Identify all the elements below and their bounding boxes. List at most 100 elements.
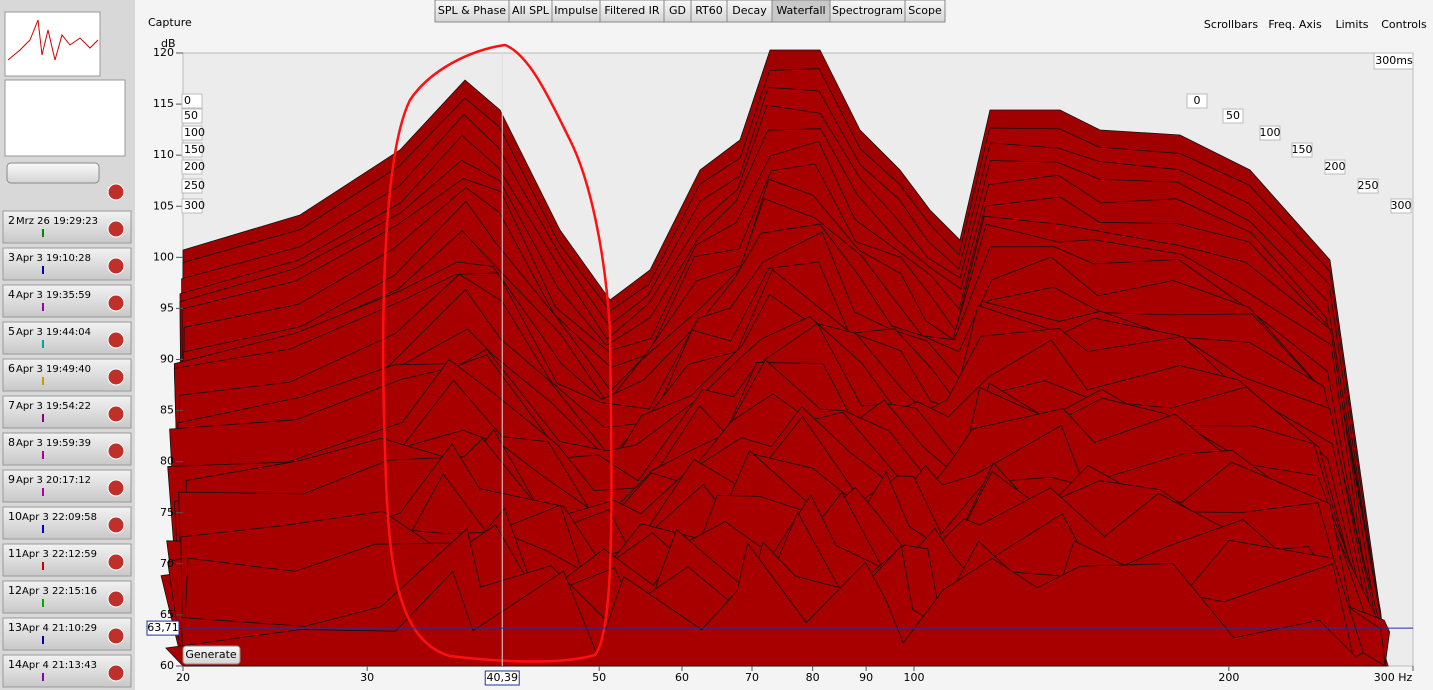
measurement-number: 9 [8,473,15,486]
tab-label[interactable]: Decay [732,4,767,17]
depth-box [181,142,203,158]
toolbar-button[interactable]: Scrollbars [1204,18,1258,31]
remove-button[interactable] [107,220,125,238]
mini-trace [42,562,44,570]
remove-button[interactable] [107,664,125,682]
y-tick-label: 115 [153,97,174,110]
mini-trace [42,377,44,385]
remove-button[interactable] [107,331,125,349]
mini-trace [42,599,44,607]
thumbnail-trace [7,19,99,61]
x-tick-label: 90 [859,671,873,684]
y-tick-label: 90 [160,353,174,366]
tab-label[interactable]: Scope [908,4,942,17]
mini-trace [42,525,44,533]
measurement-number: 2 [8,214,15,227]
toolbar-button[interactable]: Limits [1336,18,1369,31]
tab[interactable] [904,0,946,23]
remove-button[interactable] [107,516,125,534]
tab-label[interactable]: All SPL [512,4,550,17]
tab-label[interactable]: GD [669,4,686,17]
tab-label[interactable]: Impulse [554,4,598,17]
x-tick-label: 70 [745,671,759,684]
y-tick-label: 100 [153,250,174,263]
remove-button[interactable] [107,257,125,275]
depth-box [1357,178,1379,194]
remove-button[interactable] [107,294,125,312]
measurement-item[interactable] [2,469,132,503]
measurement-item[interactable] [2,432,132,466]
mini-trace [42,673,44,681]
tab-label[interactable]: Waterfall [776,4,825,17]
remove-button[interactable] [107,627,125,645]
remove-button[interactable] [107,590,125,608]
change-cal-button[interactable] [6,162,100,184]
mini-trace [42,266,44,274]
measurement-label: Apr 3 22:09:58 [22,512,97,523]
depth-box [181,198,203,214]
toolbar-button[interactable]: Freq. Axis [1268,18,1322,31]
time-box [1373,52,1414,70]
time-label: 300ms [1375,54,1413,67]
generate-button[interactable] [182,645,241,665]
cursor-y-label: 63,71 [147,621,179,634]
remove-button[interactable] [107,442,125,460]
remove-button[interactable] [107,368,125,386]
y-unit: dB [161,37,176,50]
measurement-number: 8 [8,436,15,449]
remove-button[interactable] [107,553,125,571]
tab-label[interactable]: Spectrogram [832,4,903,17]
y-tick-label: 110 [153,148,174,161]
depth-label-right: 100 [1260,126,1281,139]
tab-label[interactable]: Filtered IR [604,4,659,17]
mini-trace [42,488,44,496]
capture-label[interactable]: Capture [148,16,192,29]
measurement-label: Apr 3 20:17:12 [16,475,91,486]
cursor-y-box [146,620,180,636]
x-tick-label: 200 [1218,671,1239,684]
measurement-number: 5 [8,325,15,338]
x-tick-label: 300 Hz [1374,671,1413,684]
remove-button[interactable] [107,183,125,201]
depth-label-left: 200 [184,160,205,173]
measurement-item[interactable] [2,358,132,392]
mini-trace [42,340,44,348]
measurement-label: Apr 4 21:13:43 [22,660,97,671]
measurement-label: Apr 3 19:35:59 [16,290,91,301]
tab-label[interactable]: SPL & Phase [438,4,506,17]
depth-box [1222,108,1244,124]
measurement-number: 4 [8,288,15,301]
depth-box [1324,159,1346,175]
x-tick-label: 100 [904,671,925,684]
thumbnail[interactable] [4,11,101,77]
generate-label[interactable]: Generate [185,648,237,661]
depth-label-right: 200 [1325,160,1346,173]
mini-trace [42,303,44,311]
depth-label-left: 100 [184,126,205,139]
depth-label-left: 50 [184,109,198,122]
waterfall-slice [165,542,1387,667]
mini-trace [42,414,44,422]
remove-button[interactable] [107,479,125,497]
y-tick-label: 70 [160,557,174,570]
waterfall [160,49,1391,667]
depth-box [1186,93,1208,109]
depth-box [1390,198,1412,214]
measurement-label: Apr 3 19:49:40 [16,364,91,375]
toolbar-button[interactable]: Controls [1381,18,1427,31]
depth-box [1291,142,1313,158]
x-tick-label: 60 [675,671,689,684]
measurement-number: 11 [8,547,22,560]
x-tick-label: 80 [806,671,820,684]
tab-label[interactable]: RT60 [695,4,723,17]
depth-label-left: 0 [184,94,191,107]
remove-button[interactable] [107,405,125,423]
measurement-number: 10 [8,510,22,523]
mini-trace [42,229,44,237]
y-tick-label: 95 [160,301,174,314]
measurement-label: Apr 3 22:12:59 [22,549,97,560]
measurement-label: Apr 4 21:10:29 [22,623,97,634]
measurement-label: Apr 3 19:54:22 [16,401,91,412]
y-tick-label: 120 [153,46,174,59]
